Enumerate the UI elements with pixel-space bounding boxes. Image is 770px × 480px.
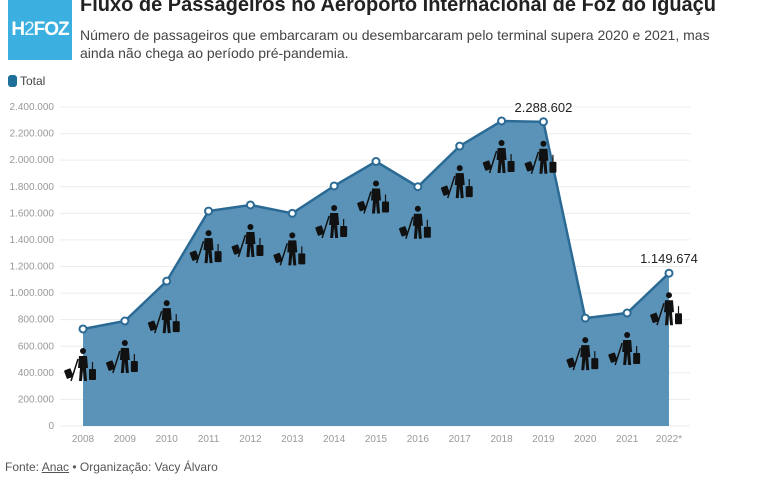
traveler-with-luggage-icon	[399, 205, 431, 239]
traveler-with-luggage-icon	[231, 223, 264, 258]
traveler-with-luggage-icon	[357, 180, 389, 214]
y-tick-label: 1.000.000	[10, 288, 55, 299]
h2foz-logo: H 2 FOZ	[8, 0, 72, 60]
data-point	[622, 308, 632, 318]
traveler-with-luggage-icon	[440, 165, 473, 199]
source-link[interactable]: Anac	[41, 460, 70, 474]
x-tick-label: 2009	[114, 434, 137, 445]
data-point	[329, 181, 339, 191]
data-point	[371, 156, 381, 166]
y-tick-label: 2.400.000	[10, 102, 55, 113]
traveler-with-luggage-icon	[64, 347, 96, 382]
traveler-with-luggage-icon	[608, 332, 641, 366]
x-tick-label: 2013	[281, 434, 304, 445]
x-tick-label: 2020	[574, 434, 597, 445]
data-point	[120, 316, 130, 326]
y-tick-label: 800.000	[18, 315, 55, 326]
x-tick-label: 2014	[323, 434, 346, 445]
data-point	[664, 268, 674, 278]
chart-title: Fluxo de Passageiros no Aeroporto Intern…	[80, 0, 717, 16]
legend-swatch	[8, 75, 17, 87]
chart-subtitle: Número de passageiros que embarcaram ou …	[80, 27, 710, 61]
traveler-with-luggage-icon	[106, 339, 138, 374]
traveler-with-luggage-icon	[315, 204, 348, 239]
x-tick-label: 2022*	[656, 434, 682, 445]
x-tick-label: 2021	[616, 434, 639, 445]
footer: Fonte: Anac • Organização: Vacy Álvaro	[5, 460, 218, 474]
organization-credit: • Organização: Vacy Álvaro	[69, 460, 218, 474]
x-tick-label: 2012	[239, 434, 262, 445]
y-tick-label: 400.000	[18, 368, 55, 379]
x-tick-label: 2015	[365, 434, 388, 445]
x-tick-label: 2011	[198, 434, 220, 445]
x-tick-label: 2018	[490, 434, 513, 445]
data-point	[538, 117, 548, 127]
source-label: Fonte:	[5, 460, 42, 474]
traveler-with-luggage-icon	[524, 140, 557, 175]
traveler-with-luggage-icon	[273, 232, 306, 266]
y-tick-label: 600.000	[18, 341, 55, 352]
data-label: 1.149.674	[640, 251, 698, 266]
y-tick-label: 2.000.000	[10, 155, 55, 166]
data-point	[162, 276, 172, 286]
legend-label: Total	[20, 74, 46, 88]
y-tick-label: 2.200.000	[10, 129, 55, 140]
y-tick-label: 1.800.000	[10, 182, 55, 193]
data-point	[78, 324, 88, 334]
x-tick-label: 2017	[449, 434, 472, 445]
x-tick-label: 2016	[407, 434, 430, 445]
area-chart: 0 200.000 400.000 600.000 800.000 1.000.000 1.…	[10, 100, 698, 445]
data-point	[413, 182, 423, 192]
traveler-with-luggage-icon	[650, 292, 682, 326]
y-tick-label: 0	[48, 421, 54, 432]
traveler-with-luggage-icon	[189, 230, 222, 264]
x-tick-label: 2010	[156, 434, 179, 445]
y-tick-label: 1.600.000	[10, 208, 55, 219]
data-point	[455, 141, 465, 151]
data-label: 2.288.602	[515, 100, 573, 115]
traveler-with-luggage-icon	[147, 300, 180, 334]
traveler-with-luggage-icon	[566, 337, 599, 371]
y-tick-label: 1.200.000	[10, 262, 55, 273]
data-point	[245, 200, 255, 210]
logo-text: H	[11, 19, 25, 40]
area-fill	[83, 120, 669, 427]
x-tick-label: 2008	[72, 434, 95, 445]
logo-text: FOZ	[33, 19, 70, 40]
x-tick-label: 2019	[532, 434, 555, 445]
y-tick-label: 200.000	[18, 394, 55, 405]
data-point	[580, 313, 590, 323]
data-point	[287, 208, 297, 218]
logo-text: 2	[24, 19, 35, 40]
traveler-with-luggage-icon	[482, 139, 515, 174]
legend[interactable]: Total	[8, 74, 45, 88]
data-point	[497, 116, 507, 126]
y-tick-label: 1.400.000	[10, 235, 55, 246]
data-point	[204, 206, 214, 216]
